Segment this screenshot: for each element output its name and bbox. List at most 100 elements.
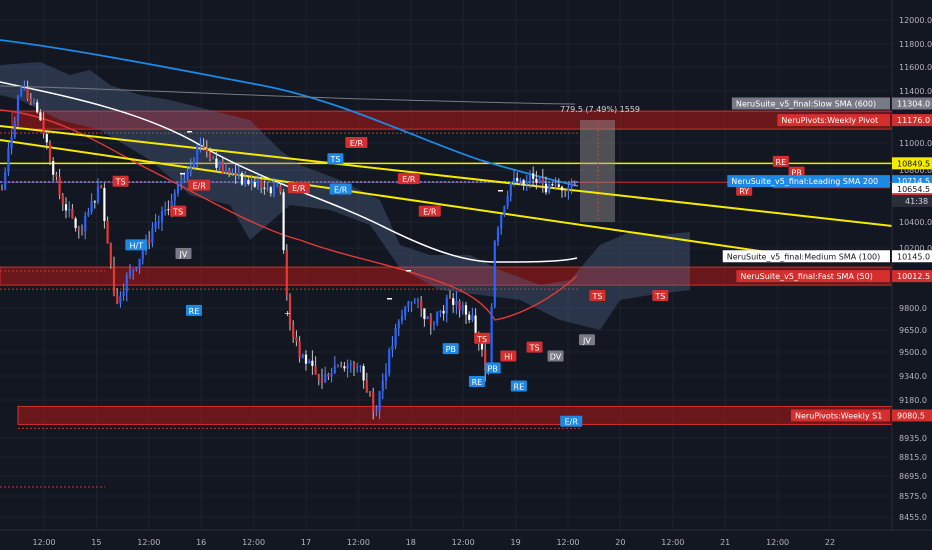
price-tag-label-bg bbox=[722, 250, 890, 263]
candle-down bbox=[295, 337, 298, 342]
signal-text: JV bbox=[179, 250, 188, 259]
candle-down bbox=[532, 173, 535, 179]
candle-down bbox=[39, 112, 42, 121]
candle-down bbox=[234, 172, 237, 176]
time-axis[interactable]: 12:00 15 12:00 16 12:00 17 12:00 18 12:00 19 12:00… bbox=[0, 529, 932, 550]
price-tag-label-bg bbox=[777, 114, 890, 127]
pivot-zones bbox=[0, 110, 893, 488]
candle-down bbox=[557, 184, 560, 187]
candle-up bbox=[567, 186, 570, 192]
signal-badge bbox=[560, 415, 583, 427]
candle-down bbox=[112, 264, 116, 295]
candle-down bbox=[45, 134, 48, 143]
signal-text: RE bbox=[189, 307, 200, 316]
price-tick-label: 12000.0 bbox=[899, 16, 932, 25]
candle-up bbox=[400, 315, 404, 321]
signal-text: E/R bbox=[565, 418, 579, 427]
candle-down bbox=[298, 341, 301, 358]
candle-up bbox=[349, 363, 352, 365]
candle-up bbox=[512, 177, 516, 183]
candle-down bbox=[365, 380, 368, 392]
price-tag-label: NeruSuite_v5_final:Medium SMA (100) bbox=[727, 252, 881, 261]
price-tag-value: 9080.5 bbox=[897, 411, 925, 420]
candle-up bbox=[413, 300, 416, 302]
candle-up bbox=[528, 173, 532, 183]
candle-up bbox=[32, 102, 36, 104]
signal-text: PB bbox=[791, 169, 801, 178]
candle-down bbox=[484, 349, 487, 372]
price-tag-label-bg bbox=[736, 270, 890, 283]
candle-up bbox=[164, 209, 167, 212]
candle-up bbox=[218, 161, 221, 168]
dash-marker bbox=[187, 131, 192, 133]
candle-down bbox=[340, 365, 343, 367]
signal-text: JV bbox=[582, 336, 591, 345]
candle-up bbox=[436, 312, 439, 324]
plus-marker: + bbox=[284, 309, 291, 318]
candle-down bbox=[372, 392, 375, 412]
dash-marker bbox=[180, 173, 185, 175]
candle-down bbox=[103, 187, 106, 222]
candle-up bbox=[397, 320, 400, 329]
measure-tool[interactable]: 779.5 (7.49%) 1559 bbox=[560, 105, 640, 220]
candle-up bbox=[308, 360, 311, 364]
signal-badge bbox=[788, 166, 805, 178]
candle-down bbox=[26, 88, 29, 100]
signal-text: DV bbox=[550, 353, 562, 362]
candle-up bbox=[439, 310, 442, 313]
signal-text: RY bbox=[739, 187, 749, 196]
signal-text: TS bbox=[329, 155, 340, 164]
candle-down bbox=[464, 305, 468, 315]
time-tick-label: 12:00 bbox=[661, 538, 684, 547]
time-tick-label: 15 bbox=[91, 538, 101, 547]
candle-up bbox=[90, 201, 93, 213]
candle-down bbox=[560, 186, 564, 191]
candle-down bbox=[317, 374, 320, 379]
candle-up bbox=[138, 258, 141, 268]
price-tick-label: 9800.0 bbox=[899, 304, 927, 313]
candle-up bbox=[445, 297, 448, 314]
candle-down bbox=[221, 161, 224, 174]
candle-up bbox=[432, 323, 436, 325]
candle-up bbox=[7, 148, 10, 173]
signal-badge bbox=[170, 205, 187, 217]
dash-marker bbox=[498, 190, 503, 192]
candle-up bbox=[416, 300, 420, 302]
signal-text: TS bbox=[591, 292, 602, 301]
price-tag bbox=[892, 114, 932, 127]
candle-up bbox=[336, 365, 340, 367]
price-tick-label: 10400.0 bbox=[899, 218, 932, 227]
medium-sma-line bbox=[0, 81, 578, 263]
candle-down bbox=[343, 366, 346, 369]
time-tick-label: 12:00 bbox=[347, 538, 370, 547]
time-tick-label: 12:00 bbox=[766, 538, 789, 547]
candle-down bbox=[71, 208, 74, 219]
price-tick-label: 10800.0 bbox=[899, 166, 932, 175]
candle-up bbox=[471, 315, 474, 320]
countdown-bg bbox=[892, 194, 932, 207]
price-tag-label-bg bbox=[731, 97, 890, 110]
candle-down bbox=[100, 186, 103, 188]
price-tick-label: 10200.0 bbox=[899, 244, 932, 253]
price-tick-label: 11800.0 bbox=[899, 40, 932, 49]
countdown-text: 41:38 bbox=[905, 197, 928, 206]
candle-down bbox=[74, 218, 77, 229]
signal-badge bbox=[418, 205, 441, 217]
price-tick-label: 8575.0 bbox=[899, 492, 927, 501]
candle-up bbox=[378, 391, 381, 411]
candle-up bbox=[231, 172, 234, 174]
time-tick-label: 12:00 bbox=[452, 538, 475, 547]
candle-up bbox=[509, 182, 512, 197]
candle-up bbox=[212, 158, 215, 160]
time-tick-label: 12:00 bbox=[32, 538, 55, 547]
candle-up bbox=[180, 181, 183, 185]
candle-down bbox=[42, 120, 45, 135]
price-tick-label: 8695.0 bbox=[899, 472, 927, 481]
price-tick-label: 11600.0 bbox=[899, 63, 932, 72]
candle-up bbox=[426, 316, 429, 320]
candle-up bbox=[525, 182, 528, 185]
price-tick-label: 8455.0 bbox=[899, 513, 927, 522]
candle-up bbox=[493, 241, 496, 307]
candle-down bbox=[240, 173, 244, 185]
